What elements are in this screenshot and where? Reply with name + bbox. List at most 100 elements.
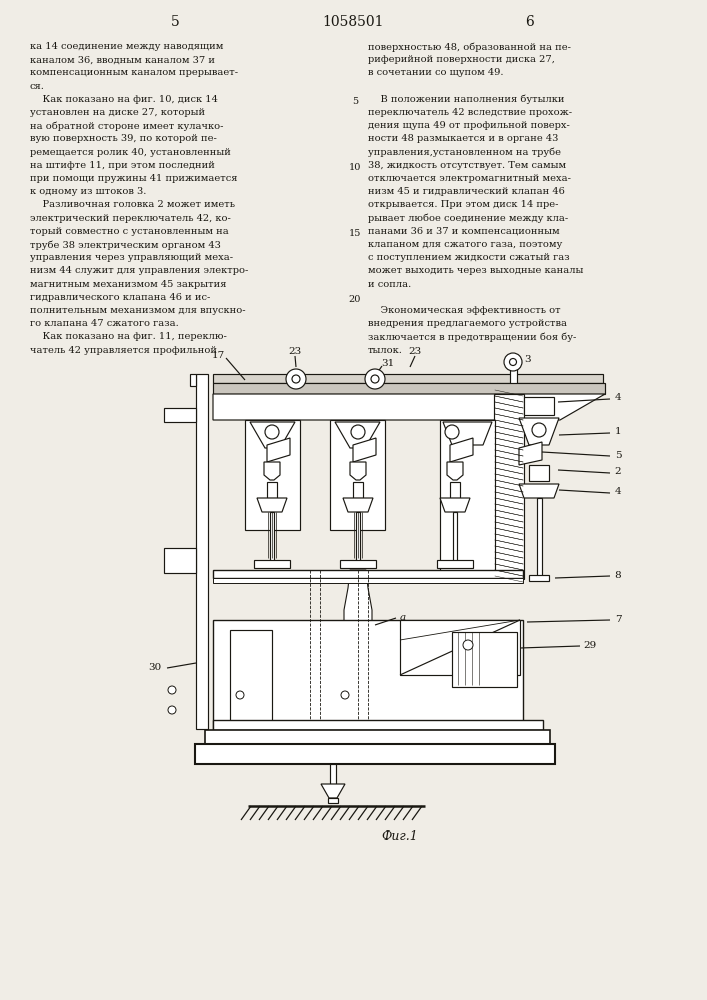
Bar: [353, 482, 363, 498]
Circle shape: [445, 425, 459, 439]
Text: вую поверхность 39, по которой пе-: вую поверхность 39, по которой пе-: [30, 134, 217, 143]
Polygon shape: [257, 498, 287, 512]
Circle shape: [236, 691, 244, 699]
Bar: [164, 408, 196, 422]
Text: 20: 20: [349, 295, 361, 304]
Bar: [213, 578, 523, 583]
Text: магнитным механизмом 45 закрытия: магнитным механизмом 45 закрытия: [30, 280, 226, 289]
Text: панами 36 и 37 и компенсационным: панами 36 и 37 и компенсационным: [368, 227, 560, 236]
Polygon shape: [440, 498, 470, 512]
Text: установлен на диске 27, который: установлен на диске 27, который: [30, 108, 205, 117]
Text: 3: 3: [525, 356, 532, 364]
Text: 31: 31: [381, 359, 395, 367]
Text: ремещается ролик 40, установленный: ремещается ролик 40, установленный: [30, 148, 231, 157]
Text: тылок.: тылок.: [368, 346, 403, 355]
Text: 5: 5: [614, 450, 621, 460]
Text: 1: 1: [614, 428, 621, 436]
Polygon shape: [519, 484, 559, 498]
Text: низм 45 и гидравлический клапан 46: низм 45 и гидравлический клапан 46: [368, 187, 565, 196]
Polygon shape: [321, 784, 345, 798]
Text: электрический переключатель 42, ко-: электрический переключатель 42, ко-: [30, 214, 231, 223]
Text: переключатель 42 вследствие прохож-: переключатель 42 вследствие прохож-: [368, 108, 572, 117]
Text: может выходить через выходные каналы: может выходить через выходные каналы: [368, 266, 583, 275]
Text: 30: 30: [148, 664, 162, 672]
Text: Разливочная головка 2 может иметь: Разливочная головка 2 может иметь: [30, 200, 235, 209]
Bar: [213, 570, 523, 578]
Text: 7: 7: [614, 615, 621, 624]
Text: риферийной поверхности диска 27,: риферийной поверхности диска 27,: [368, 55, 555, 64]
Text: 38, жидкость отсутствует. Тем самым: 38, жидкость отсутствует. Тем самым: [368, 161, 566, 170]
Text: 29: 29: [583, 641, 597, 650]
Text: управления,установленном на трубе: управления,установленном на трубе: [368, 148, 561, 157]
Text: при помощи пружины 41 прижимается: при помощи пружины 41 прижимается: [30, 174, 238, 183]
Text: 5: 5: [352, 97, 358, 106]
Polygon shape: [250, 422, 295, 448]
Circle shape: [365, 369, 385, 389]
Circle shape: [532, 423, 546, 437]
Bar: [330, 764, 336, 784]
Circle shape: [292, 375, 300, 383]
Text: ности 48 размыкается и в органе 43: ности 48 размыкается и в органе 43: [368, 134, 559, 143]
Text: Экономическая эффективность от: Экономическая эффективность от: [368, 306, 561, 315]
Text: внедрения предлагаемого устройства: внедрения предлагаемого устройства: [368, 319, 567, 328]
Polygon shape: [213, 383, 605, 394]
Text: В положении наполнения бутылки: В положении наполнения бутылки: [368, 95, 564, 104]
Bar: [537, 498, 542, 578]
Text: открывается. При этом диск 14 пре-: открывается. При этом диск 14 пре-: [368, 200, 559, 209]
Bar: [450, 482, 460, 498]
Text: рывает любое соединение между кла-: рывает любое соединение между кла-: [368, 214, 568, 223]
Text: 17: 17: [211, 351, 225, 360]
Polygon shape: [447, 462, 463, 480]
Bar: [437, 560, 473, 568]
Text: 8: 8: [614, 570, 621, 580]
Text: a: a: [400, 613, 406, 622]
Polygon shape: [353, 438, 376, 462]
Text: 15: 15: [349, 229, 361, 238]
Text: Как показано на фиг. 10, диск 14: Как показано на фиг. 10, диск 14: [30, 95, 218, 104]
Circle shape: [504, 353, 522, 371]
Text: ка 14 соединение между наводящим: ка 14 соединение между наводящим: [30, 42, 223, 51]
Circle shape: [510, 359, 517, 365]
Text: 4: 4: [614, 488, 621, 496]
Polygon shape: [443, 422, 492, 445]
Text: поверхностью 48, образованной на пе-: поверхностью 48, образованной на пе-: [368, 42, 571, 51]
Text: ся.: ся.: [30, 82, 45, 91]
Bar: [494, 394, 524, 579]
Text: к одному из штоков 3.: к одному из штоков 3.: [30, 187, 146, 196]
Text: на штифте 11, при этом последний: на штифте 11, при этом последний: [30, 161, 215, 170]
Bar: [524, 397, 554, 415]
Text: низм 44 служит для управления электро-: низм 44 служит для управления электро-: [30, 266, 248, 275]
Bar: [213, 374, 603, 383]
Bar: [328, 798, 338, 803]
Text: Фuг.1: Фuг.1: [382, 830, 419, 842]
Text: дения щупа 49 от профильной поверх-: дения щупа 49 от профильной поверх-: [368, 121, 570, 130]
Polygon shape: [519, 418, 559, 445]
Circle shape: [463, 640, 473, 650]
Text: гидравлического клапана 46 и ис-: гидравлического клапана 46 и ис-: [30, 293, 211, 302]
Text: и сопла.: и сопла.: [368, 280, 411, 289]
Bar: [270, 512, 274, 562]
Bar: [340, 560, 376, 568]
Bar: [245, 420, 300, 530]
Bar: [213, 620, 523, 740]
Text: на обратной стороне имеет кулачко-: на обратной стороне имеет кулачко-: [30, 121, 223, 131]
Bar: [529, 575, 549, 581]
Bar: [440, 420, 495, 575]
Text: торый совместно с установленным на: торый совместно с установленным на: [30, 227, 229, 236]
Text: трубе 38 электрическим органом 43: трубе 38 электрическим органом 43: [30, 240, 221, 249]
Polygon shape: [343, 498, 373, 512]
Polygon shape: [350, 462, 366, 480]
Text: каналом 36, вводным каналом 37 и: каналом 36, вводным каналом 37 и: [30, 55, 215, 64]
Text: 6: 6: [525, 15, 534, 29]
Polygon shape: [344, 570, 372, 688]
Circle shape: [351, 425, 365, 439]
Circle shape: [168, 706, 176, 714]
Bar: [510, 355, 517, 485]
Polygon shape: [213, 394, 605, 420]
Text: компенсационным каналом прерывает-: компенсационным каналом прерывает-: [30, 68, 238, 77]
Bar: [164, 548, 196, 573]
Text: Как показано на фиг. 11, переклю-: Как показано на фиг. 11, переклю-: [30, 332, 227, 341]
Polygon shape: [264, 462, 280, 480]
Polygon shape: [519, 442, 542, 465]
Text: управления через управляющий меха-: управления через управляющий меха-: [30, 253, 233, 262]
